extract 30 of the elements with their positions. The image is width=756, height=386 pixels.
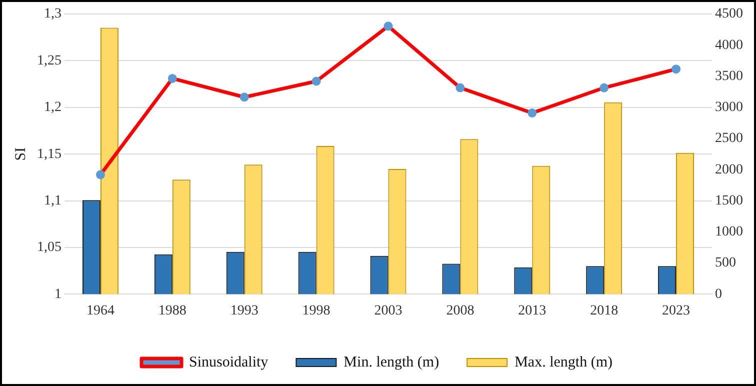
x-tick-label: 2008 xyxy=(446,303,474,318)
y2-tick-label: 500 xyxy=(715,256,736,271)
y-tick-label: 1,1 xyxy=(44,193,62,208)
y2-tick-label: 3500 xyxy=(715,68,743,84)
y-tick-label: 1,15 xyxy=(37,146,62,162)
y-tick-label: 1 xyxy=(54,286,62,302)
x-tick-label: 2003 xyxy=(374,303,402,318)
y2-tick-label: 0 xyxy=(715,286,722,302)
legend-label: Sinusoidality xyxy=(189,354,269,370)
x-tick-label: 2018 xyxy=(590,303,618,318)
y-axis-title: SI xyxy=(12,147,29,161)
y-tick-label: 1,3 xyxy=(44,6,62,22)
x-tick-label: 1964 xyxy=(86,303,114,318)
x-tick-label: 1988 xyxy=(158,303,186,318)
y2-tick-label: 1500 xyxy=(715,193,743,208)
y2-tick-label: 4500 xyxy=(715,6,743,22)
x-tick-label: 1998 xyxy=(302,303,330,318)
y2-tick-label: 3000 xyxy=(715,100,743,116)
y-tick-label: 1,25 xyxy=(37,53,62,68)
legend-label: Max. length (m) xyxy=(514,354,612,370)
y2-tick-label: 2500 xyxy=(715,131,743,146)
x-tick-label: 1993 xyxy=(230,303,258,318)
y2-tick-label: 2000 xyxy=(715,162,743,178)
y2-tick-label: 1000 xyxy=(715,224,743,240)
y-tick-label: 1,05 xyxy=(37,240,62,256)
y2-tick-label: 4000 xyxy=(715,38,743,53)
legend-label: Min. length (m) xyxy=(344,354,440,370)
y-tick-label: 1,2 xyxy=(44,100,62,116)
x-tick-label: 2023 xyxy=(662,303,690,318)
x-tick-label: 2013 xyxy=(518,303,546,318)
